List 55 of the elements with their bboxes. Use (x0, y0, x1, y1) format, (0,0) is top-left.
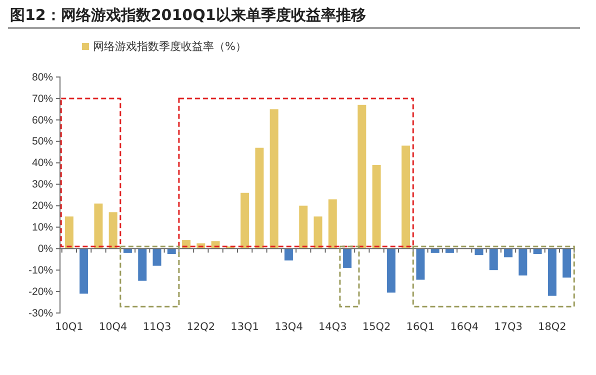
bar (518, 248, 528, 276)
x-tick-label: 16Q1 (406, 321, 435, 333)
x-tick-label: 10Q1 (55, 321, 84, 333)
y-tick-label: 80% (32, 71, 53, 84)
bar (372, 164, 381, 249)
bar (445, 248, 454, 253)
y-tick-label: -30% (28, 307, 53, 320)
bar (152, 248, 162, 266)
x-tick-label: 16Q4 (450, 321, 479, 333)
bar (562, 248, 572, 278)
bar (474, 248, 484, 256)
bar (402, 146, 410, 249)
bar (430, 248, 440, 253)
y-tick-label: 10% (32, 222, 53, 234)
bar (255, 148, 264, 249)
x-tick-label: 18Q2 (538, 321, 566, 333)
bar (299, 206, 308, 249)
x-tick-label: 13Q4 (274, 321, 304, 333)
chart-title: 图12：网络游戏指数2010Q1以来单季度收益率推移 (10, 6, 366, 24)
y-tick-label: 60% (32, 114, 53, 126)
x-tick-label: 15Q2 (362, 321, 391, 333)
bar (80, 248, 88, 294)
bar (270, 109, 278, 249)
x-tick-label: 13Q1 (230, 321, 259, 333)
bar (123, 248, 132, 253)
x-tick-label: 11Q3 (142, 321, 172, 333)
bar (533, 248, 542, 254)
x-tick-label: 10Q4 (98, 321, 128, 333)
bar (548, 248, 556, 296)
bar (416, 248, 425, 280)
x-tick-label: 12Q2 (186, 321, 216, 333)
bar (328, 199, 337, 249)
bar (167, 248, 176, 254)
bar (64, 216, 74, 249)
y-tick-label: 70% (32, 92, 53, 105)
y-tick-label: 20% (32, 200, 53, 212)
x-tick-label: 17Q3 (494, 321, 522, 333)
y-tick-label: 30% (32, 178, 53, 191)
y-tick-label: 0% (38, 242, 53, 255)
bar (94, 204, 103, 249)
y-tick-label: -20% (28, 286, 53, 298)
legend-label: 网络游戏指数季度收益率（%） (93, 40, 246, 53)
bar (489, 248, 498, 270)
bar (386, 248, 396, 293)
y-tick-label: 50% (32, 136, 53, 148)
x-tick-label: 14Q3 (318, 321, 347, 333)
bar (504, 248, 513, 258)
y-tick-label: -10% (28, 264, 53, 276)
bar (108, 212, 118, 249)
bar (358, 104, 366, 249)
y-tick-label: 40% (32, 157, 53, 170)
bar (284, 248, 293, 260)
bar (343, 248, 352, 268)
bar (240, 192, 250, 249)
bar (138, 248, 147, 281)
